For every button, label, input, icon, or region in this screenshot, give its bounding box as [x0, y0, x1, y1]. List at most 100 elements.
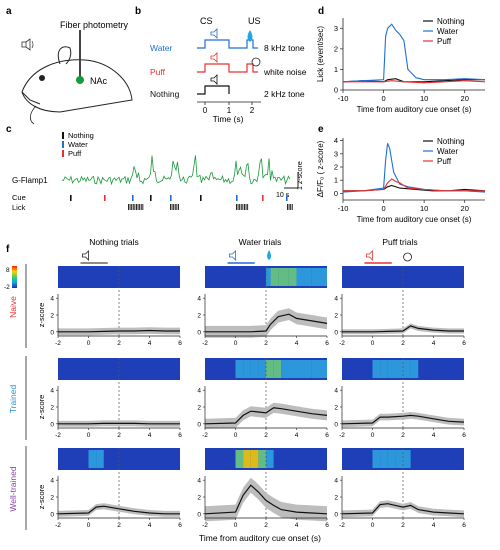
x-tick-label: 6	[325, 522, 329, 529]
cue-tick	[200, 195, 202, 201]
legend-label-nothing: Nothing	[68, 131, 94, 140]
x-tick-label: 6	[462, 522, 466, 529]
x-tick-label: 6	[178, 522, 182, 529]
speaker-icon	[367, 251, 373, 260]
heatmap-hot-segment	[373, 450, 381, 468]
panel-label-a: a	[6, 6, 12, 17]
cue-tick	[262, 195, 264, 201]
lick-tick	[246, 204, 247, 210]
speaker-icon	[230, 251, 236, 260]
f-xlabel: Time from auditory cue onset (s)	[199, 533, 321, 543]
mouse-head-outline	[22, 60, 132, 112]
x-tick-label: 4	[295, 522, 299, 529]
speaker-icon	[211, 29, 217, 38]
legend-label-water: Water	[437, 147, 458, 156]
y-tick-label: 0	[334, 329, 338, 336]
sem-band	[342, 500, 464, 517]
column-title-nothing: Nothing trials	[89, 237, 139, 247]
y-tick-label: 0	[334, 421, 338, 428]
x-tick-label: 10	[420, 204, 428, 213]
y-tick-label: 0	[50, 329, 54, 336]
row-label-well-trained: Well-trained	[8, 466, 18, 511]
cs-label: CS	[200, 16, 213, 26]
panel-f: Nothing trials Water trials Puff trials …	[4, 237, 466, 543]
task-row-name-puff: Puff	[150, 67, 166, 77]
x-tick-label: 6	[325, 340, 329, 347]
x-axis-label: Time from auditory cue onset (s)	[357, 215, 472, 224]
lick-tick	[178, 204, 179, 210]
y-tick-label: 0	[197, 421, 201, 428]
trace-label: G-Flamp1	[12, 176, 48, 185]
lick-tick	[131, 204, 132, 210]
y-tick-label: 0	[334, 189, 338, 198]
lick-tick	[247, 204, 248, 210]
x-tick-label: 2	[117, 432, 121, 439]
lick-tick	[176, 204, 177, 210]
colorbar-max: 8	[6, 267, 10, 274]
task-xtick-label: 0	[203, 106, 208, 115]
fiber-photometry-title: Fiber photometry	[60, 20, 129, 30]
scale-y-label: 1 z-score	[297, 161, 304, 190]
x-tick-label: 4	[148, 522, 152, 529]
y-tick-label: 0	[50, 511, 54, 518]
column-title-puff: Puff trials	[382, 237, 417, 247]
cue-tick	[286, 195, 288, 201]
heatmap-hot-segment	[274, 360, 282, 378]
series-line-water	[343, 24, 485, 82]
legend-label-puff: Puff	[68, 149, 82, 158]
y-tick-label: 2	[50, 495, 54, 502]
lick-tick	[236, 204, 237, 210]
legend-label-nothing: Nothing	[437, 17, 465, 26]
speaker-icon	[83, 251, 89, 260]
y-tick-label: 4	[50, 388, 54, 395]
lick-tick	[287, 204, 288, 210]
y-tick-label: 2	[50, 313, 54, 320]
y-tick-label: 4	[334, 388, 338, 395]
y-tick-label: 2	[197, 313, 201, 320]
colorbar	[12, 266, 17, 288]
heatmap-hot-segment	[388, 450, 396, 468]
column-title-water: Water trials	[239, 237, 282, 247]
speaker-icon	[22, 39, 33, 50]
cue-tick	[70, 195, 72, 201]
x-tick-label: 2	[117, 340, 121, 347]
heatmap-hot-segment	[411, 360, 419, 378]
y-tick-label: 0	[334, 511, 338, 518]
x-tick-label: 4	[432, 432, 436, 439]
y-tick-label: 4	[197, 388, 201, 395]
x-tick-label: -10	[338, 94, 349, 103]
series-line-water	[343, 143, 485, 192]
y-axis-label: z-score	[37, 485, 46, 510]
heatmap-hot-segment	[380, 450, 388, 468]
lick-tick	[138, 204, 139, 210]
lick-tick	[134, 204, 135, 210]
mouse-eye	[39, 75, 45, 81]
task-row-name-water: Water	[150, 43, 173, 53]
x-tick-label: 0	[381, 94, 385, 103]
heatmap-hot-segment	[403, 360, 411, 378]
x-tick-label: 4	[148, 340, 152, 347]
y-axis-label: z-score	[37, 395, 46, 420]
x-tick-label: 6	[178, 432, 182, 439]
heatmap-hot-segment	[297, 268, 312, 286]
x-tick-label: 0	[87, 522, 91, 529]
y-tick-label: 1	[334, 65, 338, 74]
sem-band	[342, 323, 464, 334]
heatmap-hot-segment	[403, 450, 411, 468]
y-tick-label: 2	[334, 405, 338, 412]
y-tick-label: 4	[334, 296, 338, 303]
legend-label-puff: Puff	[437, 157, 452, 166]
x-tick-label: 20	[461, 204, 469, 213]
heatmap-hot-segment	[266, 268, 271, 286]
x-tick-label: 4	[295, 340, 299, 347]
x-tick-label: 4	[432, 340, 436, 347]
legend-swatch-nothing	[62, 132, 64, 139]
legend-label-puff: Puff	[437, 37, 452, 46]
lick-tick	[289, 204, 290, 210]
us-label: US	[248, 16, 261, 26]
lick-tick	[128, 204, 129, 210]
y-tick-label: 4	[50, 478, 54, 485]
x-tick-label: -2	[339, 340, 345, 347]
speaker-icon	[211, 53, 217, 62]
